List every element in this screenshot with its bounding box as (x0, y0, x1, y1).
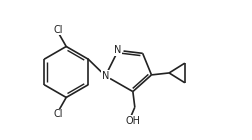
Text: N: N (114, 45, 122, 55)
Text: Cl: Cl (53, 25, 63, 35)
Text: N: N (102, 71, 109, 81)
Text: Cl: Cl (53, 109, 63, 119)
Text: OH: OH (125, 116, 140, 126)
